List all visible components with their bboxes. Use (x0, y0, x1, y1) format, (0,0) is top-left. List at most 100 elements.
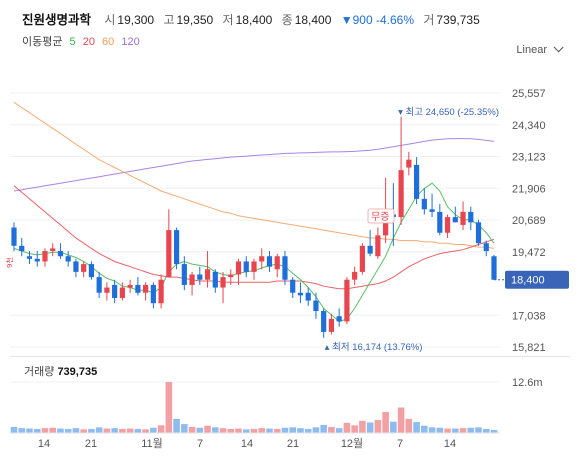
x-tick-label: 21 (85, 438, 97, 450)
volume-bar (211, 427, 219, 433)
volume-bar (459, 428, 467, 433)
y-tick-label: 23,123 (512, 152, 546, 164)
volume-bar (49, 427, 57, 433)
x-tick-label: 14 (38, 438, 50, 450)
candle-body (398, 170, 404, 218)
volume-bar (165, 382, 173, 433)
volume-bar (227, 428, 235, 433)
volume-bar (242, 429, 250, 433)
volume-bar (26, 428, 33, 433)
side-label: 9천 (5, 257, 14, 268)
high-label: 고 (163, 13, 175, 27)
candle-body (274, 256, 280, 270)
x-tick-label: 7 (397, 438, 403, 450)
candle-body (290, 279, 296, 293)
x-tick-label: 7 (197, 438, 203, 450)
volume-bar (490, 430, 498, 433)
event-label: 무증 (371, 211, 389, 223)
candle-body (57, 251, 64, 257)
low-value: 18,400 (235, 13, 273, 27)
scale-selector[interactable]: Linear (516, 42, 564, 56)
volume-label: 거 (423, 13, 435, 27)
scale-selector-label: Linear (516, 44, 547, 56)
candle-body (352, 271, 358, 280)
volume-bar (351, 425, 358, 433)
current-price-label: 18,400 (511, 275, 545, 287)
y-tick-label: 15,821 (512, 342, 546, 354)
volume-bar (235, 428, 242, 433)
volume-bar (273, 428, 281, 433)
candle-body (406, 159, 412, 168)
candle-body (282, 256, 288, 280)
candle-body (212, 271, 218, 288)
candle-body (367, 245, 373, 254)
candle-body (444, 217, 451, 233)
candle-body (228, 274, 234, 278)
y-tick-label: 21,906 (512, 183, 546, 195)
volume-bar (258, 428, 266, 433)
candle-body (220, 277, 226, 288)
candle-body (413, 164, 420, 199)
volume-tick-label: 12.6m (512, 377, 543, 389)
volume-bar (343, 422, 351, 433)
candle-body (50, 248, 56, 252)
candle-body (88, 264, 95, 278)
volume-bar (119, 428, 126, 433)
current-price-tag (505, 270, 569, 289)
candle-body (65, 256, 71, 262)
volume-bar (421, 425, 428, 433)
low-label: 저 (222, 13, 234, 27)
candle-body (150, 284, 156, 304)
candle-body (143, 284, 149, 293)
x-tick-label: 14 (444, 438, 456, 450)
volume-bar (467, 427, 475, 433)
x-tick-label: 21 (287, 438, 299, 450)
candle-body (189, 274, 195, 285)
event-badge (367, 208, 395, 224)
volume-bar (289, 427, 297, 433)
volume-bar (103, 428, 111, 433)
open-value: 19,300 (117, 13, 155, 27)
volume-bar (444, 428, 451, 433)
candle-body (375, 235, 381, 257)
y-tick-label: 20,689 (512, 215, 546, 227)
candle-body (491, 256, 497, 280)
ma120-line (13, 138, 495, 192)
volume-bar (281, 427, 289, 433)
candle-body (11, 227, 17, 246)
candle-body (119, 287, 125, 298)
volume-bar (80, 429, 87, 433)
open-label: 시 (104, 13, 116, 27)
candle-body (158, 279, 164, 304)
candle-body (251, 261, 257, 272)
candle-body (73, 261, 79, 272)
candle-body (305, 292, 311, 301)
candle-body (313, 300, 319, 312)
ma5-label: 5 (69, 36, 76, 48)
candle-body (42, 251, 48, 262)
volume-bar (142, 429, 149, 433)
x-tick-label: 14 (241, 438, 253, 450)
y-tick-label: 17,038 (512, 310, 546, 322)
volume-bar (181, 424, 188, 433)
candle-body (81, 264, 87, 272)
moving-average-legend[interactable]: 이동평균 5 20 60 120 (22, 33, 144, 49)
panel-divider (10, 356, 570, 357)
max-price-annotation: ▾ 최고 24,650 (-25.35%) (398, 107, 499, 118)
candle-body (166, 230, 172, 278)
candle-body (34, 258, 40, 262)
volume-bar (57, 428, 64, 433)
volume-bar (266, 428, 273, 433)
candle-body (483, 243, 489, 252)
volume-bar (33, 428, 41, 433)
volume-panel-title: 거래량 739,735 (24, 363, 97, 379)
volume-bar (320, 424, 327, 433)
candle-body (19, 245, 25, 252)
candle-body (468, 211, 474, 223)
y-tick-label: 19,472 (512, 247, 546, 259)
volume-bar (250, 428, 258, 433)
volume-bar (390, 421, 397, 433)
volume-bar (312, 427, 320, 433)
volume-bar (18, 428, 26, 433)
